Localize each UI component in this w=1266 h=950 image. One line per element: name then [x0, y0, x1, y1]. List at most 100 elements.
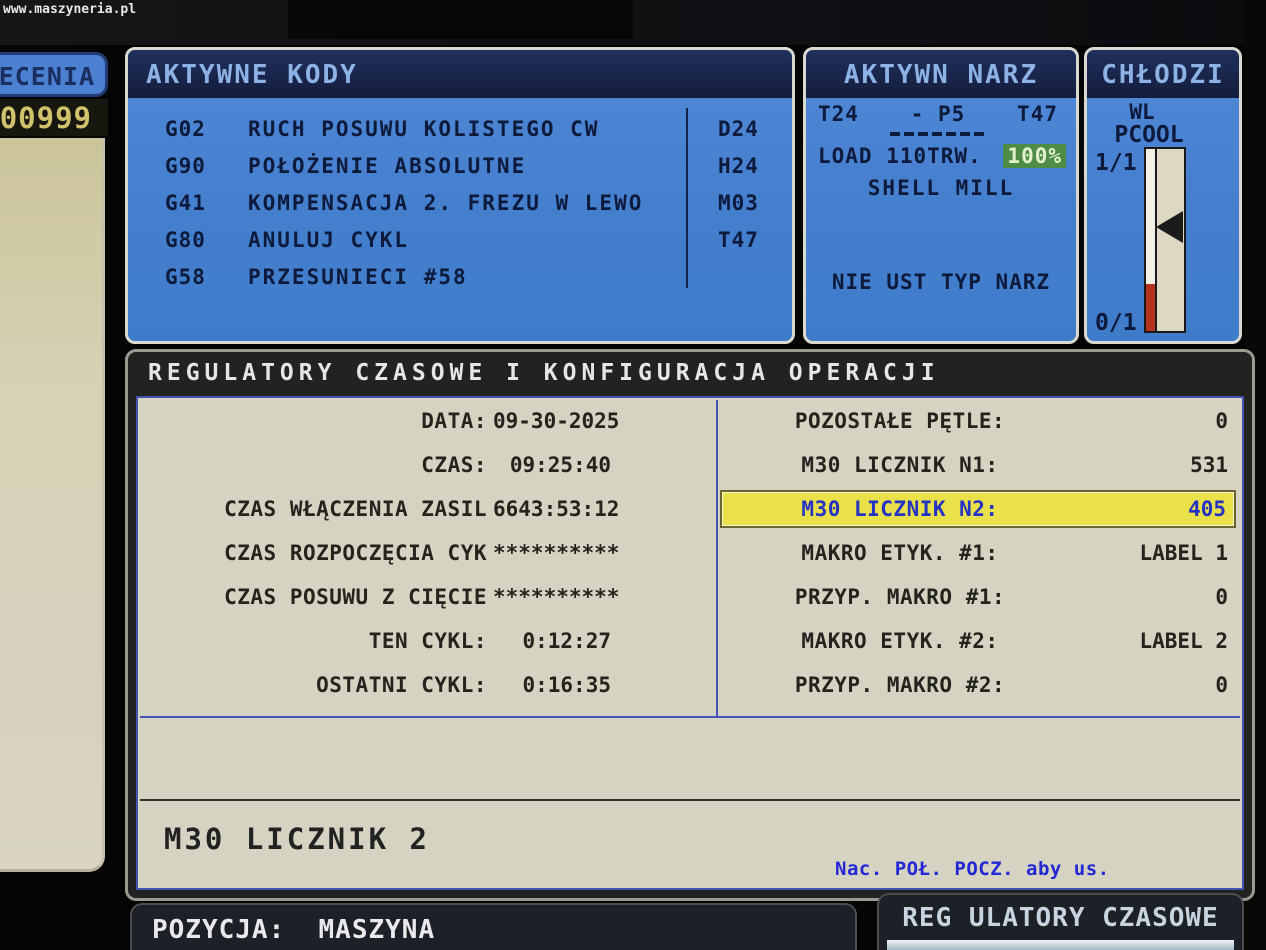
timers-right-column: POZOSTAŁE PĘTLE: 0 M30 LICZNIK N1: 531 M… [720, 399, 1236, 707]
timer-value: 09-30-2025 [493, 409, 620, 433]
gcode: G90 [165, 153, 206, 178]
timer-value: 6643:53:12 [493, 497, 620, 521]
gcode-row: G80 ANULUJ CYKL T47 [128, 221, 792, 258]
top-bezel-inset [288, 0, 633, 39]
coolant-state: WL [1129, 100, 1155, 124]
sidebar-tab-zlecenia[interactable]: ECENIA [0, 52, 108, 97]
counter-label: PRZYP. MAKRO #2: [794, 673, 1006, 697]
gcode: G02 [165, 116, 206, 141]
gauge-pointer-icon [1156, 211, 1183, 243]
timer-row[interactable]: OSTATNI CYKL: 0:16:35 [142, 663, 619, 707]
counter-value: 531 [1190, 453, 1228, 477]
timer-row[interactable]: DATA: 09-30-2025 [142, 399, 619, 443]
gcode-description: KOMPENSACJA 2. FREZU W LEWO [248, 190, 644, 215]
gcode-description: POŁOŻENIE ABSOLUTNE [248, 153, 527, 178]
coolant-panel: CHŁODZI WL PCOOL 1/1 0/1 [1084, 47, 1242, 344]
dashes-divider [890, 132, 988, 136]
counter-row[interactable]: POZOSTAŁE PĘTLE: 0 [720, 399, 1236, 443]
gcode-row: G41 KOMPENSACJA 2. FREZU W LEWO M03 [128, 184, 792, 221]
counter-label: PRZYP. MAKRO #1: [794, 585, 1006, 609]
timer-label: CZAS: [421, 453, 487, 477]
tool-name: SHELL MILL [867, 176, 1015, 200]
tool-type-status: NIE UST TYP NARZ [831, 270, 1051, 294]
counter-value: 405 [1188, 497, 1226, 521]
timer-value: 0:16:35 [522, 673, 611, 697]
timer-label: CZAS POSUWU Z CIĘCIE [224, 585, 487, 609]
timer-row[interactable]: CZAS POSUWU Z CIĘCIE ********** [142, 575, 619, 619]
tool-pocket: - P5 [910, 102, 966, 126]
other-code: M03 [718, 190, 759, 215]
gcode: G80 [165, 227, 206, 252]
position-bar[interactable]: POZYCJA: MASZYNA [130, 903, 857, 950]
coolant-mode: PCOOL [1114, 122, 1184, 148]
coolant-bottom-ratio: 0/1 [1095, 310, 1137, 336]
timer-row[interactable]: CZAS ROZPOCZĘCIA CYK ********** [142, 531, 619, 575]
active-tool-title: AKTYWN NARZ [806, 50, 1076, 98]
gcode-row: G02 RUCH POSUWU KOLISTEGO CW D24 [128, 110, 792, 147]
timers-panel: REGULATORY CZASOWE I KONFIGURACJA OPERAC… [128, 352, 1252, 898]
next-tool: T47 [1017, 102, 1058, 126]
counter-row[interactable]: PRZYP. MAKRO #2: 0 [720, 663, 1236, 707]
counter-row[interactable]: M30 LICZNIK N1: 531 [720, 443, 1236, 487]
coolant-level-gauge [1144, 147, 1186, 333]
timer-label: CZAS WŁĄCZENIA ZASIL [224, 497, 487, 521]
other-code: T47 [718, 227, 759, 252]
counter-label: M30 LICZNIK N2: [801, 497, 999, 521]
timer-label: DATA: [421, 409, 487, 433]
section-divider [140, 799, 1240, 801]
gcode-description: RUCH POSUWU KOLISTEGO CW [248, 116, 600, 141]
timer-label: OSTATNI CYKL: [316, 673, 487, 697]
timer-value: 0:12:27 [522, 629, 611, 653]
gcode-row: G90 POŁOŻENIE ABSOLUTNE H24 [128, 147, 792, 184]
counter-label: MAKRO ETYK. #2: [801, 629, 999, 653]
tab-regulatory-czasowe-label: REG ULATORY CZASOWE [902, 903, 1219, 933]
active-codes-title: AKTYWNE KODY [128, 50, 792, 98]
counter-row[interactable]: MAKRO ETYK. #1: LABEL 1 [720, 531, 1236, 575]
counter-row[interactable]: PRZYP. MAKRO #1: 0 [720, 575, 1236, 619]
timer-label: CZAS ROZPOCZĘCIA CYK [224, 541, 487, 565]
timer-row[interactable]: TEN CYKL: 0:12:27 [142, 619, 619, 663]
gcode: G41 [165, 190, 206, 215]
other-code: D24 [718, 116, 759, 141]
tool-numbers-row: T24 - P5 T47 [806, 102, 1076, 126]
timer-value: ********** [493, 585, 620, 609]
reset-hint: Nac. POŁ. POCZ. aby us. [835, 858, 1110, 880]
counter-value: LABEL 1 [1139, 541, 1228, 565]
active-codes-panel: AKTYWNE KODY G02 RUCH POSUWU KOLISTEGO C… [125, 47, 795, 344]
coolant-top-ratio: 1/1 [1095, 150, 1137, 176]
gcode-row: G58 PRZESUNIECI #58 [128, 258, 792, 295]
timer-row[interactable]: CZAS WŁĄCZENIA ZASIL 6643:53:12 [142, 487, 619, 531]
timer-row[interactable]: CZAS: 09:25:40 [142, 443, 619, 487]
counter-value: 0 [1215, 585, 1228, 609]
selected-field-name: M30 LICZNIK 2 [164, 822, 430, 856]
table-bottom-border [140, 716, 1240, 718]
tab-list-strip [887, 940, 1234, 950]
program-number: 00999 [0, 99, 108, 136]
counter-value: 0 [1215, 409, 1228, 433]
counter-row-selected[interactable]: M30 LICZNIK N2: 405 [720, 490, 1236, 528]
counter-value: 0 [1215, 673, 1228, 697]
codes-column-divider [686, 108, 688, 288]
table-column-divider [716, 400, 718, 718]
sidebar-program-list-panel[interactable] [0, 138, 105, 872]
timers-left-column: DATA: 09-30-2025 CZAS: 09:25:40 CZAS WŁĄ… [142, 399, 619, 707]
gcode: G58 [165, 264, 206, 289]
current-tool: T24 [818, 102, 859, 126]
tab-regulatory-czasowe[interactable]: REG ULATORY CZASOWE [877, 893, 1244, 950]
tool-life-badge: 100% [1003, 144, 1066, 168]
tool-load-label: LOAD 110TRW. [818, 144, 982, 168]
timer-label: TEN CYKL: [368, 629, 487, 653]
gcode-description: PRZESUNIECI #58 [248, 264, 468, 289]
watermark: www.maszyneria.pl [3, 2, 137, 17]
tool-load-row: LOAD 110TRW. 100% [818, 144, 1066, 168]
other-code: H24 [718, 153, 759, 178]
counter-value: LABEL 2 [1139, 629, 1228, 653]
counter-label: MAKRO ETYK. #1: [801, 541, 999, 565]
counter-label: M30 LICZNIK N1: [801, 453, 999, 477]
counter-label: POZOSTAŁE PĘTLE: [794, 409, 1006, 433]
timer-value: ********** [493, 541, 620, 565]
counter-row[interactable]: MAKRO ETYK. #2: LABEL 2 [720, 619, 1236, 663]
top-bezel [0, 0, 1266, 45]
timers-panel-title: REGULATORY CZASOWE I KONFIGURACJA OPERAC… [148, 360, 940, 386]
